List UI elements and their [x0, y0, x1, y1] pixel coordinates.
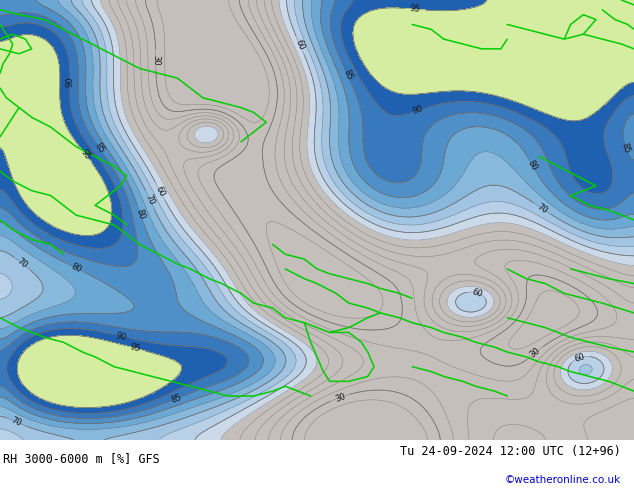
Text: 85: 85	[341, 68, 354, 81]
Text: 80: 80	[70, 262, 83, 274]
Text: 70: 70	[15, 257, 29, 270]
Text: 90: 90	[115, 331, 127, 342]
Text: 60: 60	[294, 39, 306, 52]
Text: 95: 95	[79, 148, 93, 162]
Text: 80: 80	[134, 208, 146, 221]
Text: 70: 70	[535, 202, 549, 215]
Text: 60: 60	[574, 352, 586, 364]
Text: 95: 95	[129, 343, 141, 354]
Text: 85: 85	[620, 142, 632, 155]
Text: RH 3000-6000 m [%] GFS: RH 3000-6000 m [%] GFS	[3, 453, 160, 466]
Text: 85: 85	[170, 392, 183, 404]
Text: 80: 80	[526, 158, 539, 172]
Text: 70: 70	[10, 416, 23, 428]
Text: 90: 90	[65, 77, 74, 87]
Text: 90: 90	[411, 104, 424, 116]
Text: 30: 30	[151, 55, 160, 66]
Text: 60: 60	[153, 184, 167, 198]
Text: 60: 60	[471, 287, 484, 299]
Text: 95: 95	[409, 4, 420, 14]
Text: 30: 30	[333, 392, 347, 403]
Text: 85: 85	[93, 142, 106, 155]
Text: 70: 70	[143, 193, 156, 206]
Text: ©weatheronline.co.uk: ©weatheronline.co.uk	[505, 475, 621, 485]
Text: Tu 24-09-2024 12:00 UTC (12+96): Tu 24-09-2024 12:00 UTC (12+96)	[401, 445, 621, 458]
Text: 30: 30	[528, 346, 542, 360]
